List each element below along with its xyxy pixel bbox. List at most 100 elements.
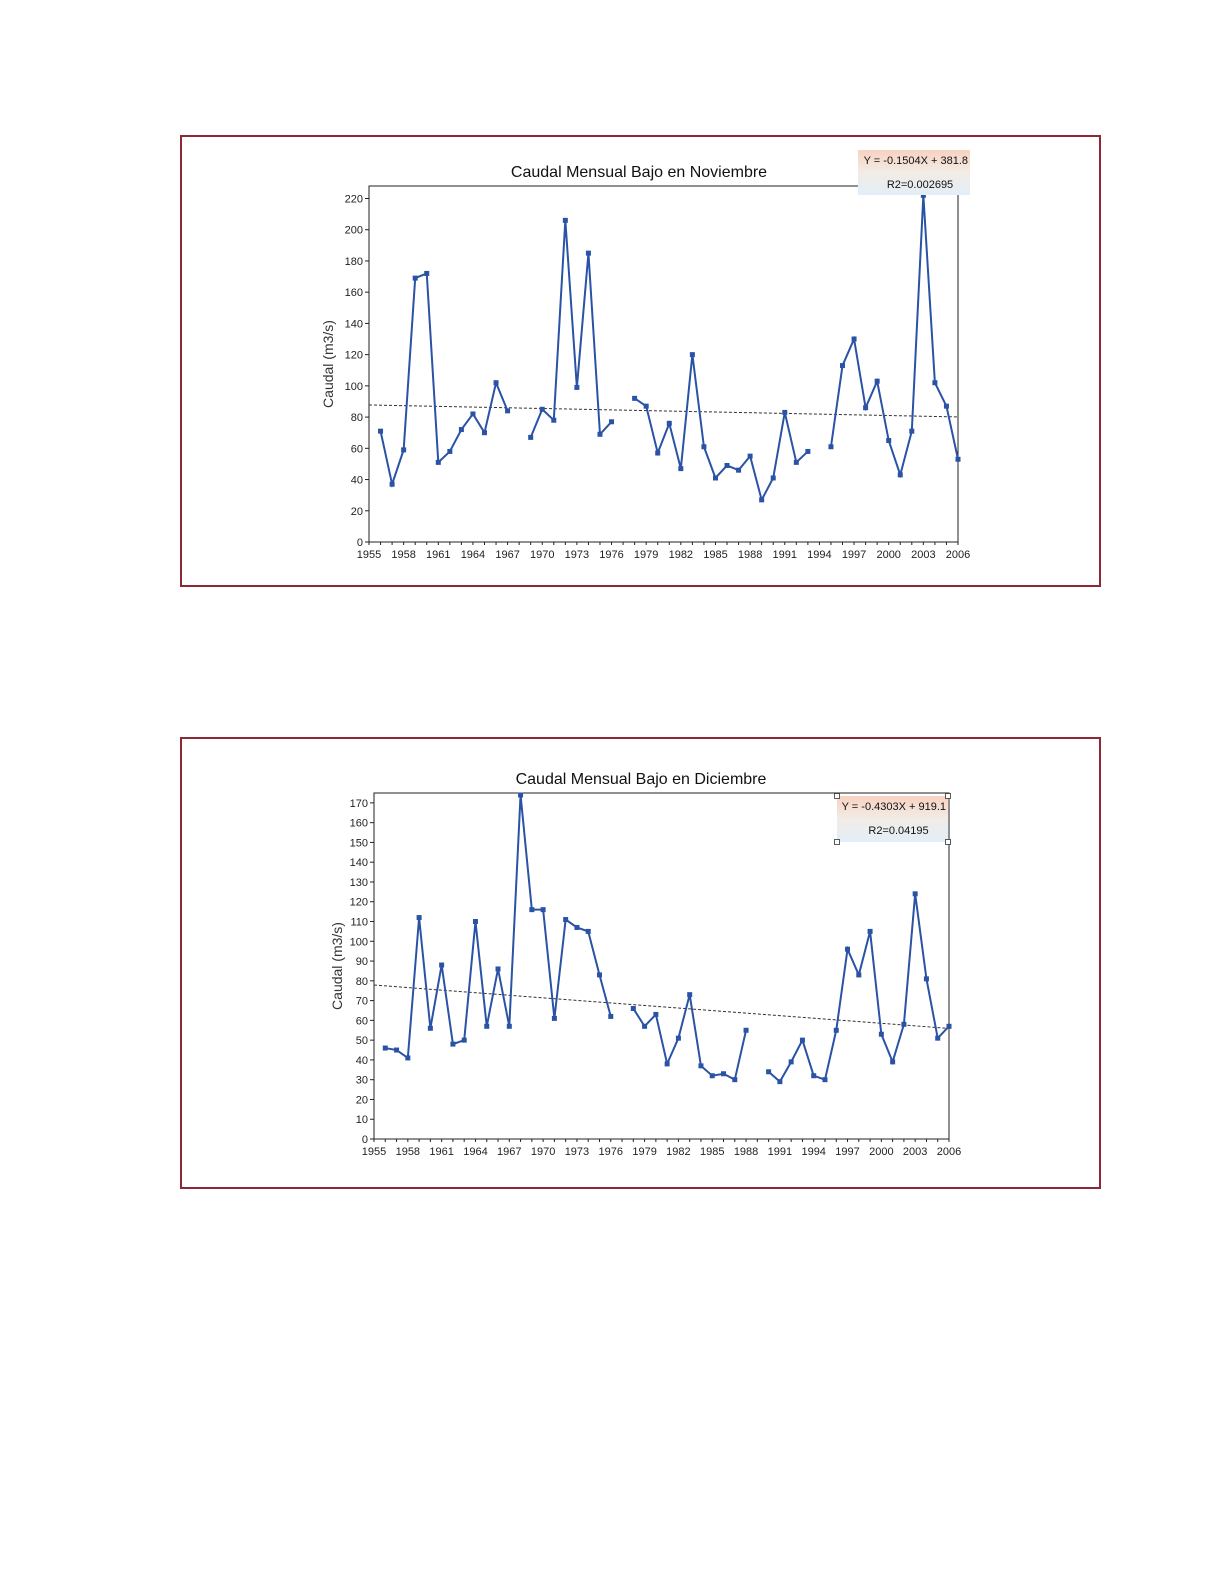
data-point <box>811 1073 817 1079</box>
r-squared-label: R2=0.002695 <box>887 179 953 191</box>
data-point <box>450 1041 456 1047</box>
x-tick-label: 1955 <box>357 549 381 561</box>
data-point <box>721 1071 727 1077</box>
data-point <box>701 444 707 450</box>
selection-handle <box>834 793 840 799</box>
data-point <box>470 411 476 417</box>
data-point <box>736 467 742 473</box>
data-point <box>874 378 880 384</box>
y-tick-label: 170 <box>350 798 368 810</box>
data-point <box>596 972 602 978</box>
y-axis-label: Caudal (m3/s) <box>320 320 336 408</box>
y-tick-label: 120 <box>350 897 368 909</box>
data-point <box>912 891 918 897</box>
data-point <box>642 1023 648 1029</box>
data-point <box>412 275 418 281</box>
x-tick-label: 1988 <box>734 1146 758 1158</box>
data-point <box>901 1021 907 1027</box>
x-tick-label: 1985 <box>703 549 727 561</box>
data-point <box>732 1077 738 1083</box>
data-point <box>766 1069 772 1075</box>
y-tick-label: 20 <box>351 506 363 518</box>
data-point <box>698 1063 704 1069</box>
y-tick-label: 220 <box>345 193 363 205</box>
data-point <box>458 427 464 433</box>
data-point <box>678 466 684 472</box>
data-point <box>886 438 892 444</box>
data-point <box>851 336 857 342</box>
data-point <box>687 992 693 998</box>
x-tick-label: 1955 <box>362 1146 386 1158</box>
data-point <box>867 928 873 934</box>
x-tick-label: 1991 <box>773 549 797 561</box>
data-point <box>435 459 441 465</box>
data-point <box>724 462 730 468</box>
data-point <box>840 363 846 369</box>
chart-title: Caudal Mensual Bajo en Noviembre <box>511 164 767 181</box>
y-tick-label: 40 <box>356 1055 368 1067</box>
x-tick-label: 1979 <box>632 1146 656 1158</box>
x-tick-label: 1976 <box>599 1146 623 1158</box>
y-tick-label: 90 <box>356 956 368 968</box>
data-point <box>484 1023 490 1029</box>
data-point <box>540 907 546 913</box>
x-tick-label: 1973 <box>565 1146 589 1158</box>
x-tick-label: 1964 <box>461 549 485 561</box>
y-tick-label: 100 <box>345 381 363 393</box>
data-point <box>472 919 478 925</box>
x-tick-label: 1958 <box>391 549 415 561</box>
x-tick-label: 1970 <box>530 549 554 561</box>
y-tick-label: 140 <box>345 318 363 330</box>
data-point <box>709 1073 715 1079</box>
x-tick-label: 1982 <box>669 549 693 561</box>
y-tick-label: 160 <box>345 287 363 299</box>
data-point <box>828 444 834 450</box>
data-point <box>427 1025 433 1031</box>
data-point <box>863 405 869 411</box>
data-point <box>770 475 776 481</box>
data-point <box>799 1037 805 1043</box>
y-tick-label: 0 <box>362 1134 368 1146</box>
y-tick-label: 60 <box>356 1015 368 1027</box>
chart-panel-noviembre: Caudal Mensual Bajo en Noviembre Caudal (… <box>180 135 1101 587</box>
y-tick-label: 20 <box>356 1094 368 1106</box>
y-tick-label: 60 <box>351 443 363 455</box>
data-point <box>389 481 395 487</box>
data-point <box>551 1015 557 1021</box>
y-tick-label: 80 <box>351 412 363 424</box>
data-point <box>935 1035 941 1041</box>
chart-diciembre: Caudal Mensual Bajo en Diciembre Caudal (… <box>329 771 961 1158</box>
data-point <box>632 395 638 401</box>
y-tick-label: 100 <box>350 936 368 948</box>
data-point <box>382 1045 388 1051</box>
x-tick-label: 1985 <box>700 1146 724 1158</box>
data-point <box>932 380 938 386</box>
y-tick-label: 10 <box>356 1114 368 1126</box>
data-point <box>481 430 487 436</box>
chart-panel-diciembre: Caudal Mensual Bajo en Diciembre Caudal (… <box>180 737 1101 1189</box>
data-point <box>747 453 753 459</box>
data-point <box>920 192 926 198</box>
x-tick-label: 1988 <box>738 549 762 561</box>
data-point <box>743 1027 749 1033</box>
y-tick-label: 110 <box>350 917 368 929</box>
series-line <box>829 195 959 479</box>
data-point <box>793 459 799 465</box>
data-point <box>405 1055 411 1061</box>
y-tick-label: 80 <box>356 976 368 988</box>
data-point <box>712 475 718 481</box>
data-point <box>675 1035 681 1041</box>
selection-handle <box>945 839 951 845</box>
x-tick-label: 1973 <box>565 549 589 561</box>
data-point <box>653 1011 659 1017</box>
series-line <box>634 354 809 503</box>
data-point <box>505 408 511 414</box>
equation-box <box>858 150 970 195</box>
data-point <box>923 976 929 982</box>
selection-handle <box>834 839 840 845</box>
y-tick-label: 50 <box>356 1035 368 1047</box>
data-point <box>943 403 949 409</box>
data-point <box>856 972 862 978</box>
trend-line <box>368 404 959 418</box>
data-point <box>878 1031 884 1037</box>
